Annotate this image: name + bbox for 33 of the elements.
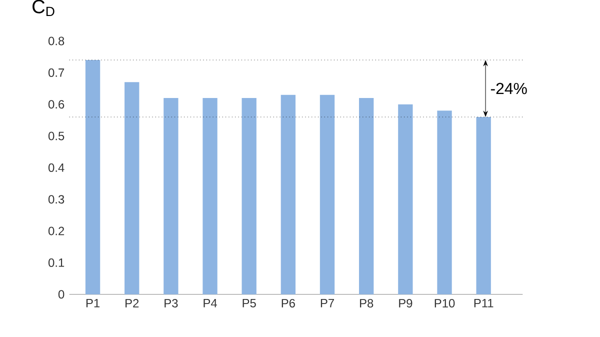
bar xyxy=(476,117,491,294)
y-tick-label: 0.1 xyxy=(48,258,64,267)
bar xyxy=(398,104,413,294)
bar xyxy=(437,110,452,294)
bar xyxy=(359,98,374,294)
x-tick-label: P9 xyxy=(399,299,412,308)
bar xyxy=(242,98,256,294)
bar xyxy=(124,82,140,294)
y-axis-title: C$_{D}$ xyxy=(32,0,54,16)
y-tick-label: 0.7 xyxy=(48,68,64,77)
y-tick-label: 0.3 xyxy=(48,195,64,204)
y-tick-label: 0.2 xyxy=(48,226,64,236)
annotation: -24% xyxy=(490,82,527,94)
bar xyxy=(280,94,296,294)
x-tick-label: P10 xyxy=(434,299,455,308)
y-tick-label: 0.6 xyxy=(48,100,64,109)
bar xyxy=(320,94,335,294)
x-tick-label: P3 xyxy=(164,299,178,308)
x-tick-label: P5 xyxy=(242,299,256,308)
y-tick-label: 0.8 xyxy=(48,36,64,46)
y-tick-label: 0.5 xyxy=(48,132,64,140)
x-tick-label: P6 xyxy=(282,299,295,308)
x-tick-label: P7 xyxy=(320,299,334,308)
y-tick-label: 0 xyxy=(58,290,64,299)
x-tick-label: P11 xyxy=(474,299,494,308)
x-tick-label: P8 xyxy=(360,299,374,308)
bar xyxy=(164,98,178,294)
bar xyxy=(85,60,100,294)
x-tick-label: P2 xyxy=(126,299,139,308)
y-tick-label: 0.4 xyxy=(48,163,64,172)
x-tick-label: P4 xyxy=(204,299,217,308)
x-tick-label: P1 xyxy=(86,299,100,308)
bar xyxy=(202,98,218,294)
